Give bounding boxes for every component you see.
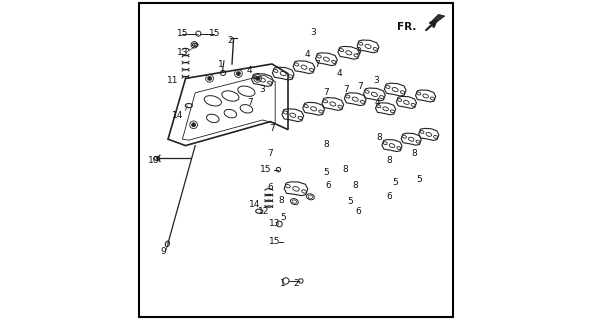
Text: 8: 8 [411,149,417,158]
Text: 7: 7 [343,85,349,94]
FancyArrowPatch shape [427,22,435,28]
Text: 4: 4 [304,50,310,59]
Text: 6: 6 [268,183,274,192]
Text: 1: 1 [281,279,286,288]
Text: 7: 7 [357,82,363,91]
Text: 7: 7 [247,98,252,107]
Text: 6: 6 [386,192,392,201]
Text: 5: 5 [281,213,286,222]
Text: 7: 7 [268,149,274,158]
Circle shape [256,76,259,80]
Text: 7: 7 [323,88,329,97]
Text: 3: 3 [373,76,379,84]
Text: 6: 6 [356,207,361,216]
Text: 2: 2 [227,36,233,44]
Text: 4: 4 [336,69,342,78]
Text: 9: 9 [160,247,166,256]
Polygon shape [430,14,445,26]
Text: 8: 8 [386,156,392,164]
Text: 1: 1 [218,60,224,68]
Text: 3: 3 [311,28,317,36]
Text: 13: 13 [176,48,188,57]
Text: 8: 8 [323,140,329,148]
Text: 3: 3 [259,85,265,94]
Text: 14: 14 [249,200,260,209]
Text: FR.: FR. [397,22,416,32]
Text: 11: 11 [167,76,179,84]
Text: 2: 2 [293,279,299,288]
Text: 5: 5 [323,168,329,177]
Text: 3: 3 [356,47,361,56]
Text: 6: 6 [325,181,331,190]
Text: 8: 8 [377,133,382,142]
Text: 15: 15 [269,237,281,246]
Text: 7: 7 [314,60,320,68]
Text: 10: 10 [148,156,159,164]
Text: 5: 5 [416,175,422,184]
Text: 5: 5 [392,178,398,187]
Text: 15: 15 [176,29,188,38]
Text: 4: 4 [247,66,252,75]
Circle shape [236,72,240,76]
Text: 15: 15 [208,29,220,38]
Circle shape [192,123,195,127]
Text: 8: 8 [343,165,349,174]
Text: 4: 4 [375,98,381,107]
Text: 8: 8 [279,196,285,204]
Text: 8: 8 [352,181,358,190]
Text: 7: 7 [269,124,275,132]
Text: 13: 13 [269,220,281,228]
Text: 15: 15 [260,165,271,174]
Text: 14: 14 [172,111,184,120]
Text: 5: 5 [348,197,353,206]
Text: 12: 12 [258,207,270,216]
Circle shape [208,76,211,80]
